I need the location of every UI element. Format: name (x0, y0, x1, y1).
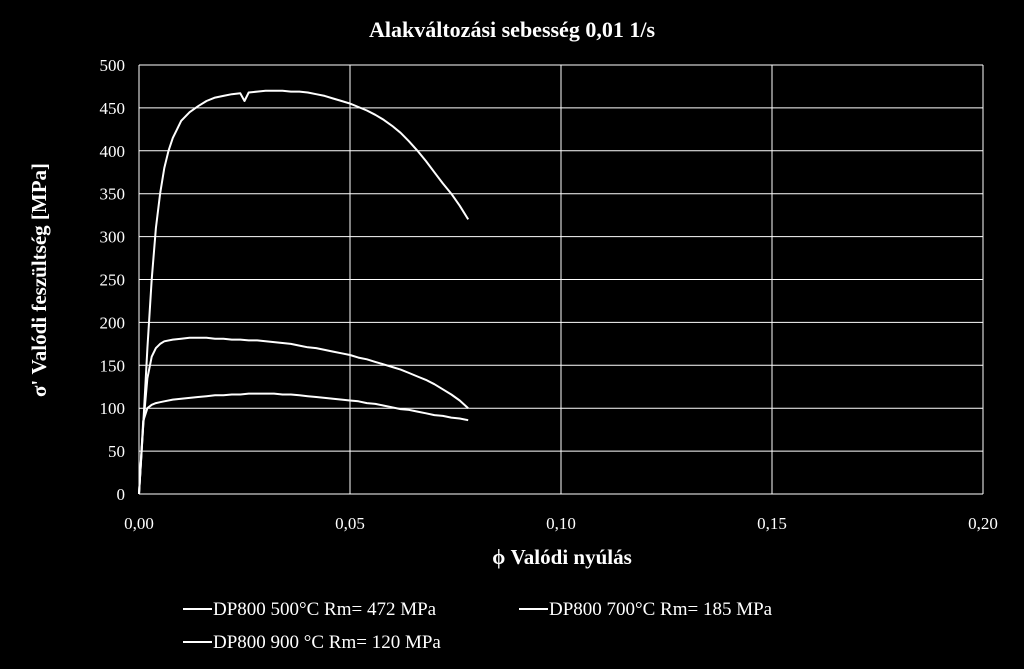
x-tick-label: 0,20 (968, 514, 998, 533)
y-tick-labels: 0 50 100 150 200 250 300 350 400 450 500 (100, 56, 126, 504)
y-tick-label: 0 (117, 485, 126, 504)
x-tick-label: 0,05 (335, 514, 365, 533)
series-layer (138, 89, 470, 495)
y-tick-label: 450 (100, 99, 126, 118)
series-line-3 (138, 392, 469, 495)
y-tick-label: 200 (100, 313, 126, 332)
y-tick-label: 50 (108, 442, 125, 461)
series-line-2 (138, 336, 469, 495)
legend: DP800 500°C Rm= 472 MPa DP800 700°C Rm= 1… (183, 599, 773, 653)
series-line-1 (138, 89, 470, 495)
y-axis-label: σ' Valódi feszültség [MPa] (27, 163, 51, 397)
x-tick-labels: 0,00 0,05 0,10 0,15 0,20 (124, 514, 998, 533)
legend-label-3: DP800 900 °C Rm= 120 MPa (213, 632, 441, 653)
chart-title: Alakváltozási sebesség 0,01 1/s (369, 17, 655, 42)
x-tick-label: 0,00 (124, 514, 154, 533)
y-tick-label: 100 (100, 399, 126, 418)
x-tick-label: 0,15 (757, 514, 787, 533)
grid (138, 64, 984, 495)
x-tick-label: 0,10 (546, 514, 576, 533)
y-tick-label: 150 (100, 356, 126, 375)
y-tick-label: 500 (100, 56, 126, 75)
y-tick-label: 250 (100, 271, 126, 290)
legend-label-2: DP800 700°C Rm= 185 MPa (549, 599, 773, 620)
y-tick-label: 300 (100, 228, 126, 247)
y-tick-label: 350 (100, 185, 126, 204)
y-tick-label: 400 (100, 142, 126, 161)
legend-label-1: DP800 500°C Rm= 472 MPa (213, 599, 437, 620)
x-axis-label: ϕ Valódi nyúlás (492, 545, 632, 569)
